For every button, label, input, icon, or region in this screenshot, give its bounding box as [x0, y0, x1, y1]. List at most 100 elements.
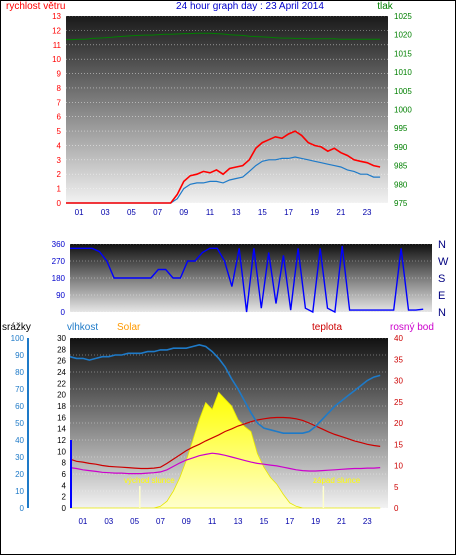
wind-x-tick: 03: [101, 208, 110, 217]
temperature-tick-label: 15: [394, 440, 403, 449]
rain-tick-label: 14: [57, 425, 66, 434]
rain-tick-label: 10: [57, 447, 66, 456]
direction-tick-label: 270: [52, 257, 66, 266]
direction-tick-label: 180: [52, 274, 66, 283]
pressure-tick-label: 1005: [394, 87, 412, 96]
wind-gust-line: [66, 130, 381, 204]
temperature-tick-label: 20: [394, 419, 403, 428]
wind-tick-label: 1: [57, 185, 62, 194]
weather-x-tick: 07: [156, 517, 165, 526]
compass-label: W: [438, 256, 449, 268]
weather-x-tick: 01: [78, 517, 87, 526]
wind-x-tick: 07: [153, 208, 162, 217]
sunrise-annotation: východ slunce: [124, 476, 175, 485]
rain-axis-title: srážky: [2, 322, 31, 333]
pressure-tick-label: 1025: [394, 12, 412, 21]
wind-tick-label: 4: [57, 141, 62, 150]
weather-x-tick: 03: [104, 517, 113, 526]
humidity-tick-label: 50: [15, 419, 24, 428]
pressure-tick-label: 980: [394, 180, 408, 189]
pressure-tick-label: 1010: [394, 68, 412, 77]
direction-tick-label: 360: [52, 240, 66, 249]
wind-tick-label: 6: [57, 113, 62, 122]
humidity-tick-label: 80: [15, 368, 24, 377]
wind-plot-area: [66, 16, 388, 203]
sunset-annotation: západ slunce: [313, 476, 361, 485]
wind-x-tick: 15: [258, 208, 267, 217]
wind-x-tick: 17: [284, 208, 293, 217]
wind-axis-title: rychlost větru: [6, 1, 65, 12]
humidity-tick-label: 90: [15, 351, 24, 360]
humidity-line: [69, 343, 381, 435]
wind-tick-label: 7: [57, 98, 62, 107]
weather-x-tick: 13: [234, 517, 243, 526]
rain-tick-label: 26: [57, 357, 66, 366]
wind-x-tick: 19: [310, 208, 319, 217]
pressure-tick-label: 975: [394, 199, 408, 208]
wind-tick-label: 11: [53, 41, 62, 50]
temperature-line: [69, 416, 381, 470]
weather-x-tick: 15: [259, 517, 268, 526]
humidity-tick-label: 100: [11, 334, 25, 343]
wind-x-tick: 09: [179, 208, 188, 217]
humidity-tick-label: 10: [15, 487, 24, 496]
rain-tick-label: 28: [57, 345, 66, 354]
wind-x-tick: 11: [206, 208, 215, 217]
wind-tick-label: 10: [52, 55, 61, 64]
weather-x-tick: 11: [208, 517, 217, 526]
compass-label: E: [438, 290, 445, 302]
temperature-tick-label: 35: [394, 355, 403, 364]
humidity-tick-label: 0: [20, 504, 25, 513]
temperature-tick-label: 25: [394, 398, 403, 407]
humidity-tick-label: 30: [15, 453, 24, 462]
wind-x-tick: 01: [75, 208, 84, 217]
pressure-tick-label: 985: [394, 162, 408, 171]
temperature-tick-label: 5: [394, 483, 399, 492]
weather-x-tick: 17: [285, 517, 294, 526]
temperature-tick-label: 40: [394, 334, 403, 343]
wind-direction-line: [70, 245, 424, 314]
rain-tick-label: 4: [62, 481, 67, 490]
pressure-tick-label: 1015: [394, 49, 412, 58]
compass-label: S: [438, 273, 445, 285]
wind-x-tick: 05: [127, 208, 136, 217]
direction-tick-label: 0: [61, 308, 66, 317]
rain-tick-label: 0: [62, 504, 67, 513]
direction-tick-label: 90: [56, 291, 65, 300]
rain-tick-label: 18: [57, 402, 66, 411]
pressure-axis-title: tlak: [377, 1, 394, 12]
pressure-tick-label: 990: [394, 143, 408, 152]
weather-x-tick: 23: [363, 517, 372, 526]
weather-x-tick: 09: [182, 517, 191, 526]
rain-tick-label: 24: [57, 368, 66, 377]
weather-x-tick: 21: [337, 517, 346, 526]
rain-tick-label: 8: [62, 459, 67, 468]
wind-tick-label: 9: [57, 70, 62, 79]
temperature-tick-label: 10: [394, 462, 403, 471]
rain-tick-label: 2: [62, 493, 67, 502]
weather-x-tick: 19: [311, 517, 320, 526]
chart-title: 24 hour graph day : 23 April 2014: [176, 1, 324, 12]
rain-tick-label: 22: [57, 379, 66, 388]
humidity-tick-label: 20: [15, 470, 24, 479]
solar-area: [70, 391, 381, 509]
dew-point-line: [69, 452, 381, 475]
humidity-tick-label: 60: [15, 402, 24, 411]
humidity-tick-label: 70: [15, 385, 24, 394]
wind-tick-label: 8: [57, 84, 62, 93]
pressure-tick-label: 1000: [394, 106, 412, 115]
wind-x-tick: 23: [363, 208, 372, 217]
wind-tick-label: 13: [52, 12, 61, 21]
rain-tick-label: 30: [57, 334, 66, 343]
compass-label: N: [438, 307, 446, 319]
wind-tick-label: 2: [57, 170, 62, 179]
compass-label: N: [438, 239, 446, 251]
pressure-line: [66, 32, 381, 41]
rain-tick-label: 16: [57, 413, 66, 422]
temperature-tick-label: 0: [394, 504, 399, 513]
legend-temperature: teplota: [312, 322, 342, 333]
pressure-tick-label: 995: [394, 124, 408, 133]
legend-solar: Solar: [117, 322, 141, 333]
rain-tick-label: 20: [57, 391, 66, 400]
